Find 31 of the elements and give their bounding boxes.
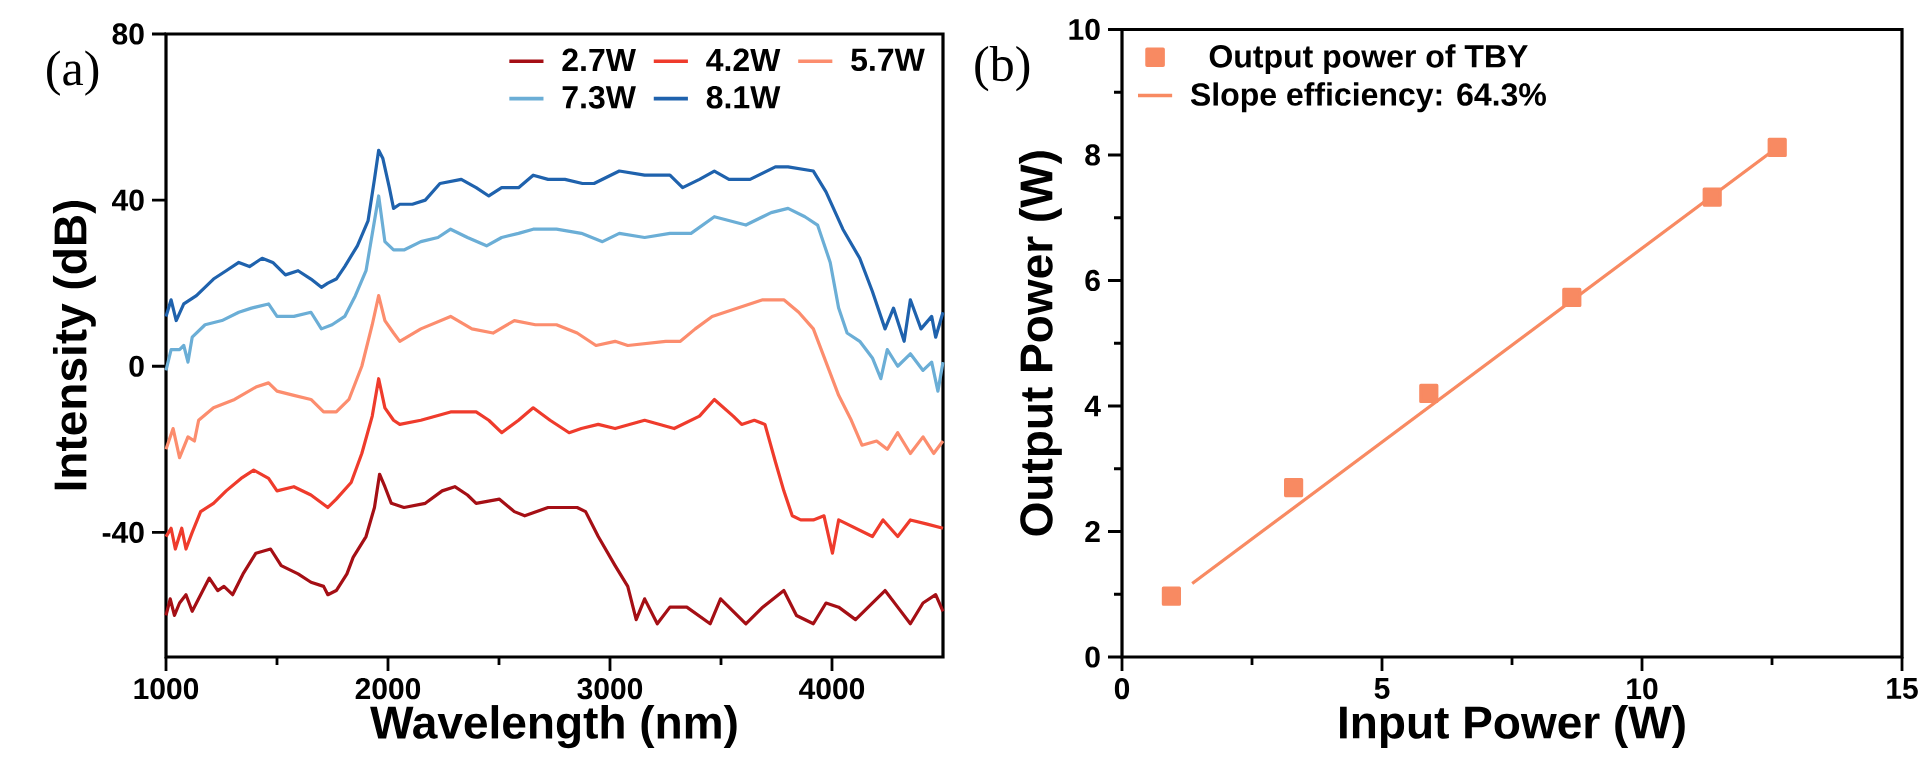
x-axis-title: Wavelength (nm) xyxy=(370,705,737,749)
y-tick-label: 6 xyxy=(1085,269,1100,292)
x-tick-label: 3000 xyxy=(577,678,643,700)
y-tick-label: 40 xyxy=(112,189,144,211)
y-tick-label: 4 xyxy=(1084,395,1101,417)
text: (b) xyxy=(975,45,1030,92)
x-tick-label: 4000 xyxy=(799,678,865,700)
x-tick-label: 5 xyxy=(1374,678,1390,699)
y-tick-label: 0 xyxy=(1085,646,1100,668)
x-tick-label: 10 xyxy=(1627,678,1658,700)
legend-label: Output power of TBY xyxy=(1209,44,1528,75)
y-axis-title: Output Power (W) xyxy=(1018,151,1062,536)
y-tick-label: 80 xyxy=(112,23,144,45)
y-tick-label: 2 xyxy=(1085,521,1100,542)
y-axis-title: Intensity (dB) xyxy=(52,200,96,490)
x-tick-label: 0 xyxy=(1114,678,1130,700)
y-tick-label: 0 xyxy=(129,355,144,377)
x-tick-label: 2000 xyxy=(355,678,421,700)
legend-label: 8.1W xyxy=(706,85,781,109)
legend-label: 7.3W xyxy=(562,85,636,109)
legend-label: 4.2W xyxy=(706,48,781,71)
y-tick-label: 8 xyxy=(1085,144,1100,166)
y-tick-label: 10 xyxy=(1069,18,1100,41)
y-tick-label: -40 xyxy=(102,521,144,544)
x-axis-title: Input Power (W) xyxy=(1340,705,1685,748)
x-tick-label: 1000 xyxy=(134,678,199,700)
x-tick-label: 15 xyxy=(1887,678,1918,699)
legend-label: 5.7W xyxy=(851,48,925,72)
legend-label: 2.7W xyxy=(562,48,636,71)
legend-label: Slope efficiency: 64.3% xyxy=(1190,82,1546,113)
text: (a) xyxy=(47,50,99,96)
